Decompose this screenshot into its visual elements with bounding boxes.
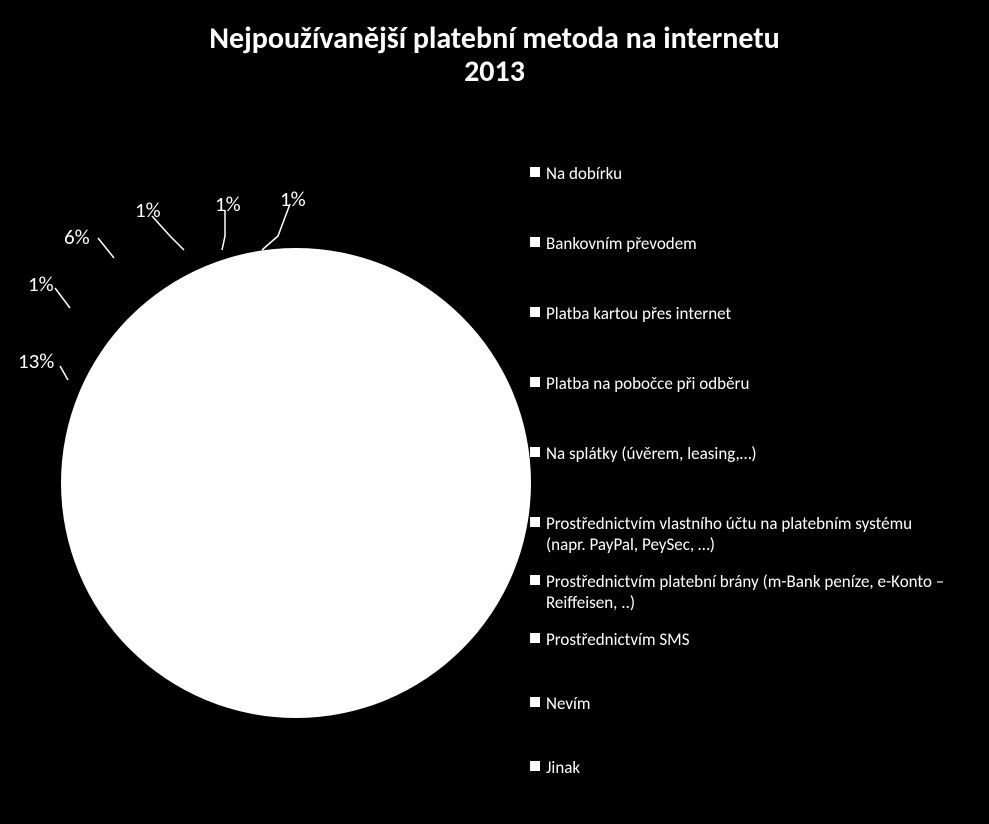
legend-item: Bankovním převodem [530, 233, 950, 254]
legend-item: Prostřednictvím vlastního účtu na plateb… [530, 513, 950, 556]
chart-area: 13% 1% 6% 1% 1% 1% Na dobírku Bankovním převod… [0, 88, 989, 808]
slice-callout: 6% [64, 224, 90, 250]
legend-marker [530, 447, 540, 457]
legend-item: Platba kartou přes internet [530, 303, 950, 324]
legend-item: Jinak [530, 757, 950, 778]
legend-item: Na dobírku [530, 163, 950, 184]
legend-marker [530, 307, 540, 317]
slice-callout: 1% [28, 271, 54, 297]
slice-callout: 1% [215, 191, 241, 217]
legend-item: Prostřednictvím SMS [530, 629, 950, 650]
legend-label: Na dobírku [546, 163, 622, 184]
legend-marker [530, 237, 540, 247]
legend-label: Prostřednictvím platební brány (m-Bank p… [546, 571, 950, 614]
legend-marker [530, 575, 540, 585]
slice-callout: 1% [280, 186, 306, 212]
legend-item: Nevím [530, 693, 950, 714]
legend-label: Bankovním převodem [546, 233, 697, 254]
legend-marker [530, 633, 540, 643]
legend-item: Platba na pobočce při odběru [530, 373, 950, 394]
legend-label: Na splátky (úvěrem, leasing,…) [546, 443, 757, 464]
legend-label: Prostřednictvím vlastního účtu na plateb… [546, 513, 950, 556]
legend-item: Prostřednictvím platební brány (m-Bank p… [530, 571, 950, 614]
legend-label: Jinak [546, 757, 580, 778]
legend-marker [530, 761, 540, 771]
legend-marker [530, 517, 540, 527]
slice-callout: 1% [135, 197, 161, 223]
title-line2: 2013 [464, 53, 525, 90]
legend-marker [530, 377, 540, 387]
title-line1: Nejpoužívanější platební metoda na inter… [209, 20, 780, 57]
legend-marker [530, 167, 540, 177]
chart-title: Nejpoužívanější platební metoda na inter… [0, 0, 989, 88]
legend-label: Platba na pobočce při odběru [546, 373, 749, 394]
legend-label: Prostřednictvím SMS [546, 629, 690, 650]
slice-callout: 13% [18, 348, 54, 374]
legend-marker [530, 697, 540, 707]
legend-label: Nevím [546, 693, 591, 714]
legend-item: Na splátky (úvěrem, leasing,…) [530, 443, 950, 464]
legend-label: Platba kartou přes internet [546, 303, 731, 324]
